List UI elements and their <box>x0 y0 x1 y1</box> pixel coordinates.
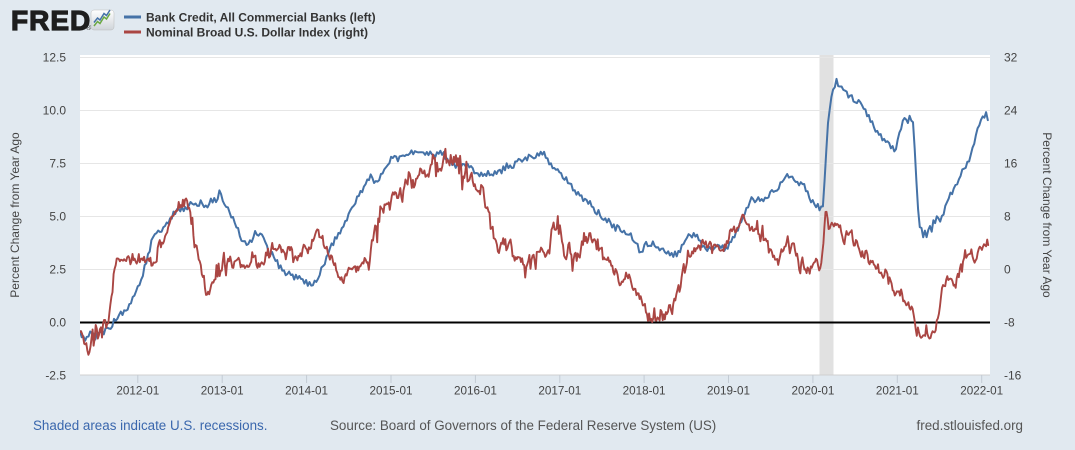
svg-text:fred.stlouisfed.org: fred.stlouisfed.org <box>917 418 1023 433</box>
svg-text:2012-01: 2012-01 <box>116 385 159 398</box>
svg-text:0.0: 0.0 <box>49 316 66 330</box>
svg-text:2014-01: 2014-01 <box>285 385 328 398</box>
svg-text:8: 8 <box>1004 210 1011 224</box>
svg-text:0: 0 <box>1004 263 1011 277</box>
svg-text:®: ® <box>86 24 92 32</box>
svg-text:-16: -16 <box>1004 369 1022 383</box>
svg-text:5.0: 5.0 <box>49 210 66 224</box>
svg-text:-8: -8 <box>1004 316 1015 330</box>
svg-text:10.0: 10.0 <box>43 104 67 118</box>
svg-text:2013-01: 2013-01 <box>201 385 244 398</box>
svg-text:2015-01: 2015-01 <box>370 385 413 398</box>
svg-text:Shaded areas indicate U.S. rec: Shaded areas indicate U.S. recessions. <box>33 418 267 433</box>
svg-text:2021-01: 2021-01 <box>876 385 919 398</box>
svg-text:24: 24 <box>1004 104 1018 118</box>
svg-text:Nominal Broad U.S. Dollar Inde: Nominal Broad U.S. Dollar Index (right) <box>146 26 368 40</box>
svg-text:12.5: 12.5 <box>43 51 67 65</box>
svg-text:2022-01: 2022-01 <box>960 385 1003 398</box>
svg-text:2019-01: 2019-01 <box>707 385 750 398</box>
svg-text:32: 32 <box>1004 51 1018 65</box>
svg-text:Percent Change from Year Ago: Percent Change from Year Ago <box>1040 132 1054 298</box>
svg-text:2.5: 2.5 <box>49 263 66 277</box>
svg-text:-2.5: -2.5 <box>45 369 66 383</box>
svg-text:2018-01: 2018-01 <box>623 385 666 398</box>
svg-text:2016-01: 2016-01 <box>454 385 497 398</box>
svg-text:Percent Change from Year Ago: Percent Change from Year Ago <box>8 132 22 298</box>
svg-text:Bank Credit, All Commercial Ba: Bank Credit, All Commercial Banks (left) <box>146 11 376 25</box>
svg-text:Source: Board of Governors of: Source: Board of Governors of the Federa… <box>330 418 716 433</box>
svg-text:2020-01: 2020-01 <box>791 385 834 398</box>
svg-text:16: 16 <box>1004 157 1018 171</box>
svg-text:2017-01: 2017-01 <box>538 385 581 398</box>
svg-text:7.5: 7.5 <box>49 157 66 171</box>
svg-text:FRED: FRED <box>11 5 91 36</box>
